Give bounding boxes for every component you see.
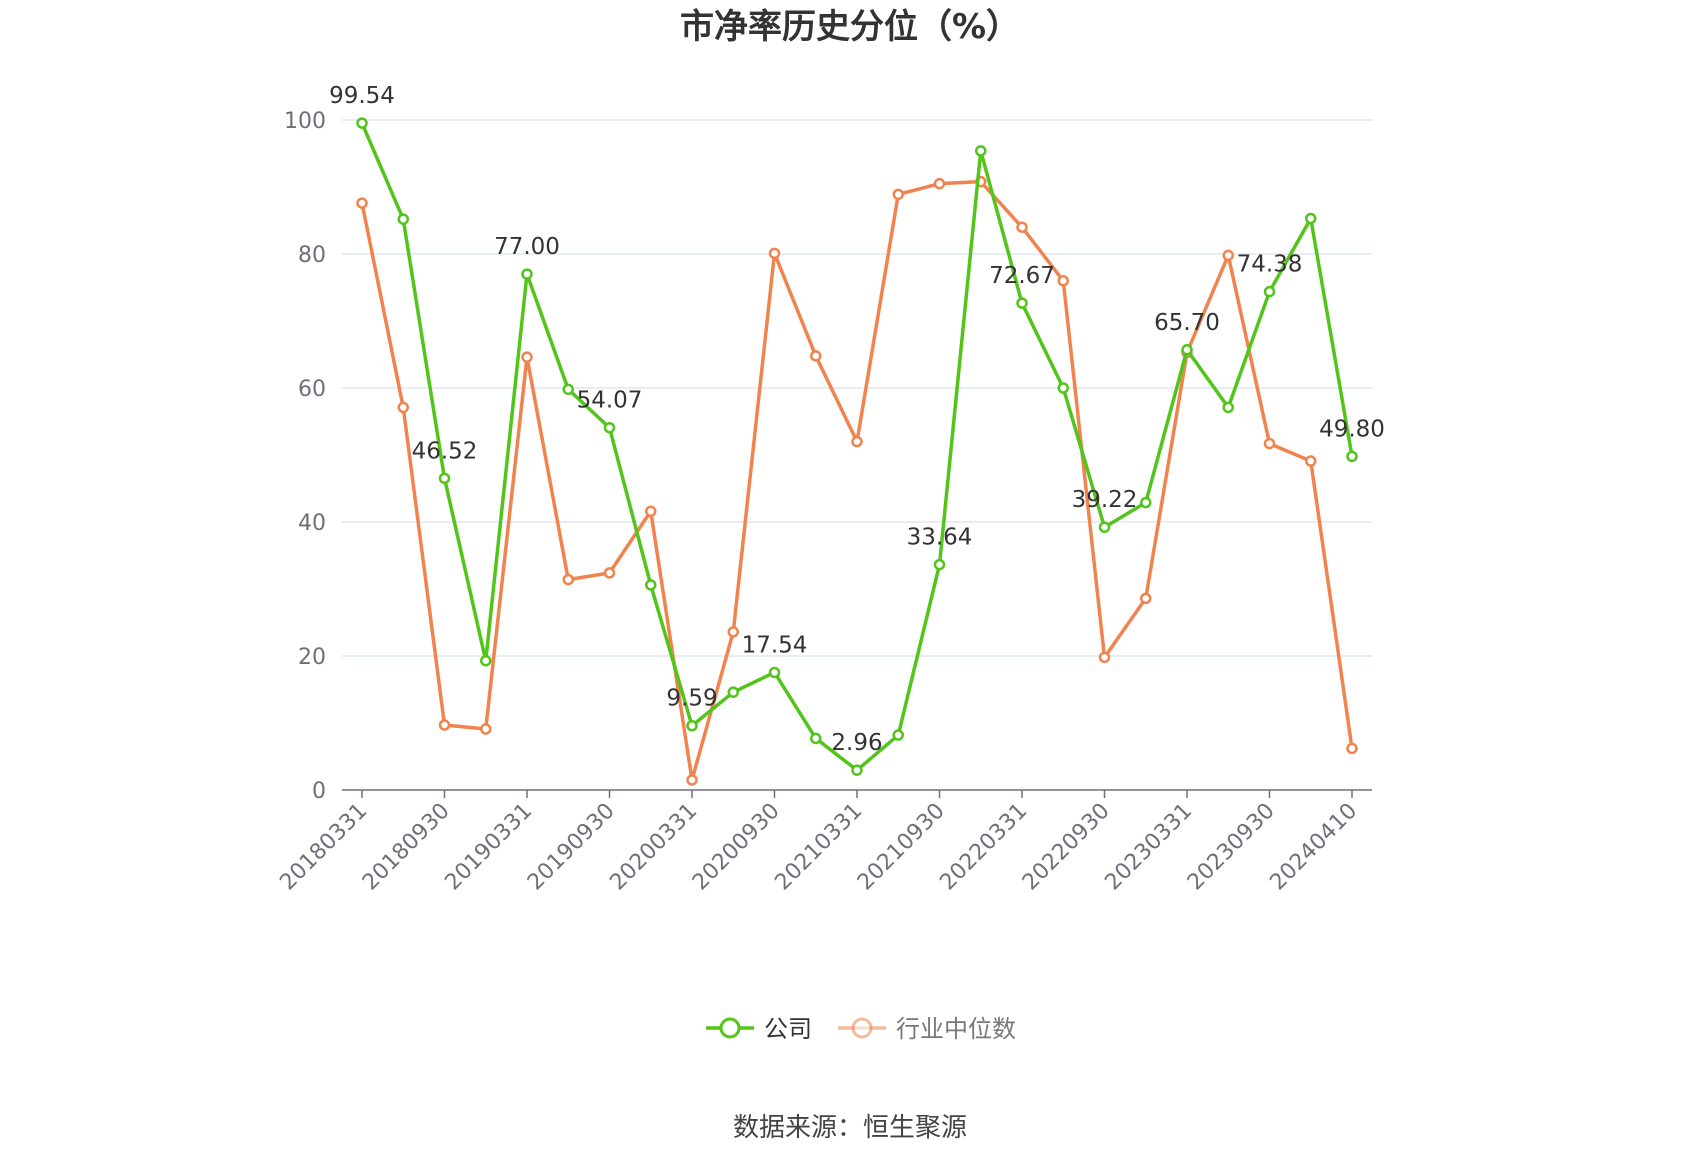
data-point <box>686 774 698 786</box>
data-point <box>603 567 616 579</box>
data-label: 39.22 <box>1072 487 1138 513</box>
data-point <box>1305 212 1317 225</box>
data-point <box>892 188 904 201</box>
y-tick-label: 40 <box>298 511 326 536</box>
data-point <box>892 729 904 741</box>
data-point <box>1098 651 1111 664</box>
data-point <box>1346 742 1358 755</box>
data-point <box>356 117 368 129</box>
data-point <box>1057 382 1069 394</box>
data-point <box>438 719 451 731</box>
x-tick-label: 20190331 <box>440 799 537 896</box>
data-point <box>1016 297 1028 309</box>
x-axis: 2018033120180930201903312019093020200331… <box>275 789 1372 896</box>
data-point <box>1263 437 1276 450</box>
data-point <box>851 435 863 448</box>
data-point <box>480 723 492 735</box>
data-point <box>397 401 409 414</box>
x-tick-label: 20190930 <box>523 799 620 896</box>
y-tick-label: 0 <box>312 779 326 804</box>
data-label: 99.54 <box>329 83 395 109</box>
series-line <box>360 179 1354 782</box>
data-label: 2.96 <box>831 730 882 756</box>
legend-label: 公司 <box>764 1015 812 1043</box>
data-label: 65.70 <box>1154 310 1220 336</box>
chart-title: 市净率历史分位（%） <box>680 7 1020 47</box>
data-point <box>1181 344 1193 356</box>
data-label: 72.67 <box>989 263 1055 289</box>
x-tick-label: 20210930 <box>853 799 950 896</box>
data-label: 9.59 <box>666 686 717 712</box>
legend-item[interactable]: 公司 <box>706 1015 812 1043</box>
y-tick-label: 20 <box>298 645 326 670</box>
legend-swatch-marker <box>851 1017 873 1039</box>
data-point <box>933 177 946 190</box>
data-label: 77.00 <box>494 234 560 260</box>
legend-label: 行业中位数 <box>896 1015 1016 1043</box>
x-tick-label: 20230930 <box>1183 799 1280 896</box>
data-point <box>397 213 409 225</box>
data-point <box>768 247 781 260</box>
data-label: 54.07 <box>577 388 643 414</box>
data-labels: 99.54 46.52 77.00 54.07 9.59 17.54 2.96 33.64 72… <box>329 83 1385 756</box>
x-tick-label: 20210331 <box>770 799 867 896</box>
data-point <box>851 764 863 776</box>
x-tick-label: 20200331 <box>605 799 702 896</box>
data-point <box>727 686 739 698</box>
legend-swatch-marker <box>719 1017 741 1039</box>
data-point <box>1222 401 1234 414</box>
data-label: 74.38 <box>1237 252 1303 278</box>
x-tick-label: 20220331 <box>935 799 1032 896</box>
data-point <box>1305 455 1317 467</box>
data-label: 17.54 <box>742 632 808 658</box>
data-label: 33.64 <box>907 525 973 551</box>
y-axis: 0 20 40 60 80 100 <box>284 109 326 804</box>
x-tick-label: 20220930 <box>1018 799 1115 896</box>
x-tick-label: 20180930 <box>358 799 455 896</box>
y-tick-label: 80 <box>298 243 326 268</box>
data-point <box>603 421 616 434</box>
data-point <box>1346 450 1358 463</box>
data-label: 46.52 <box>412 438 478 464</box>
data-point <box>645 505 657 518</box>
data-point <box>1222 249 1234 262</box>
x-tick-label: 20230331 <box>1100 799 1197 896</box>
y-tick-label: 100 <box>284 109 326 134</box>
data-point <box>521 268 533 280</box>
data-point <box>521 351 533 363</box>
source-note: 数据来源：恒生聚源 <box>733 1113 967 1143</box>
data-point <box>933 558 946 571</box>
data-point <box>727 626 739 638</box>
data-point <box>480 654 492 667</box>
data-point <box>1140 592 1152 605</box>
data-label: 49.80 <box>1319 416 1385 442</box>
data-point <box>975 145 987 157</box>
data-point <box>1263 285 1276 298</box>
data-point <box>562 383 574 396</box>
data-point <box>1057 275 1069 287</box>
x-tick-label: 20180331 <box>275 799 372 896</box>
data-point <box>1016 221 1028 233</box>
data-point <box>562 573 574 586</box>
x-tick-label: 20240410 <box>1265 799 1362 896</box>
data-point <box>686 719 698 732</box>
data-point <box>768 666 781 679</box>
legend-item[interactable]: 行业中位数 <box>838 1015 1016 1043</box>
data-point <box>645 579 657 591</box>
legend[interactable]: 公司 行业中位数 <box>706 1015 1016 1043</box>
data-point <box>438 472 451 485</box>
data-point <box>810 732 822 745</box>
x-tick-label: 20200930 <box>688 799 785 896</box>
series-layer <box>356 117 1358 786</box>
data-point <box>810 350 822 362</box>
data-point <box>1140 496 1152 509</box>
y-tick-label: 60 <box>298 377 326 402</box>
data-point <box>1098 521 1111 533</box>
data-point <box>356 197 368 209</box>
